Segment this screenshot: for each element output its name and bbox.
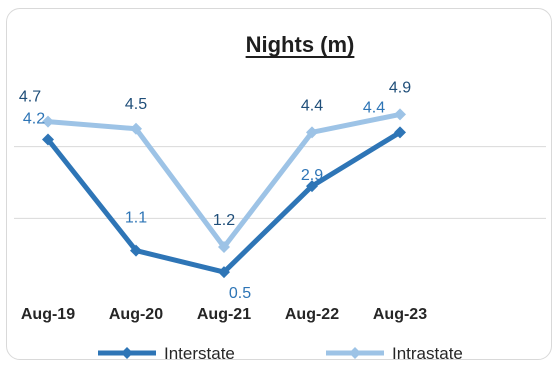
x-tick-label: Aug-22 [285, 306, 339, 323]
legend-marker-intrastate [349, 347, 361, 359]
data-point-intrastate [306, 126, 318, 139]
data-label-interstate: 4.4 [363, 99, 385, 116]
data-point-intrastate [130, 122, 142, 135]
data-point-intrastate [218, 241, 230, 253]
x-tick-label: Aug-23 [373, 306, 427, 323]
data-label-interstate: 0.5 [229, 285, 251, 302]
data-point-intrastate [42, 115, 54, 128]
x-tick-label: Aug-21 [197, 306, 251, 323]
data-point-interstate [42, 133, 54, 146]
data-label-interstate: 2.9 [301, 167, 323, 184]
chart-area [6, 8, 552, 360]
chart-title: Nights (m) [246, 32, 355, 57]
data-point-interstate [130, 244, 142, 257]
legend-marker-interstate [121, 347, 133, 359]
data-label-intrastate: 4.7 [19, 89, 41, 106]
data-label-intrastate: 4.4 [301, 97, 323, 114]
x-tick-label: Aug-19 [21, 306, 75, 323]
data-point-interstate [306, 180, 318, 193]
data-label-intrastate: 1.2 [213, 212, 235, 229]
x-tick-label: Aug-20 [109, 306, 163, 323]
data-label-intrastate: 4.5 [125, 96, 147, 113]
data-label-interstate: 4.2 [23, 111, 45, 128]
legend-label-interstate: Interstate [164, 344, 235, 363]
legend-label-intrastate: Intrastate [392, 344, 463, 363]
data-point-interstate [394, 126, 406, 139]
data-label-interstate: 1.1 [125, 210, 147, 227]
data-label-intrastate: 4.9 [389, 79, 411, 96]
data-point-interstate [218, 266, 230, 279]
data-point-intrastate [394, 108, 406, 121]
